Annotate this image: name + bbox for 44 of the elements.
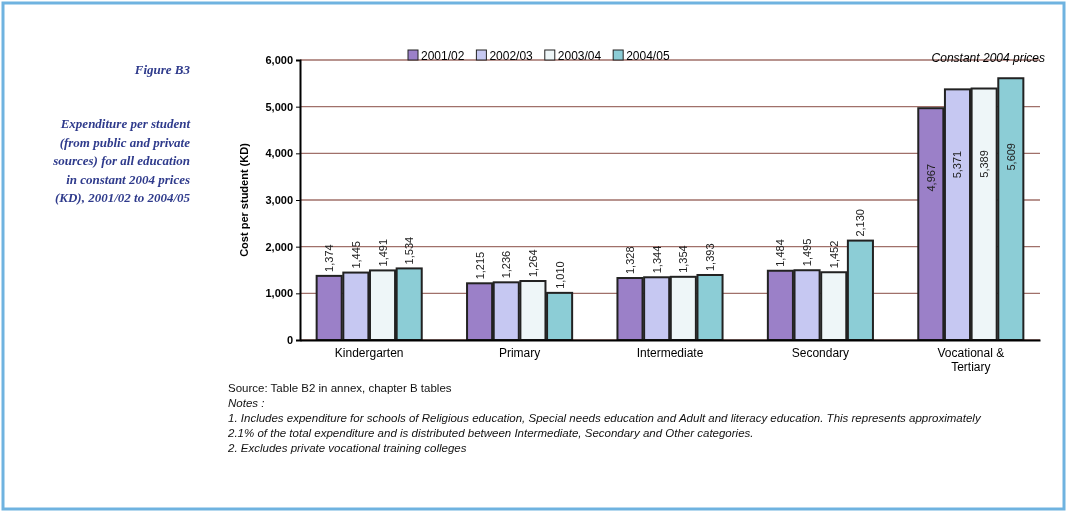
data-label: 1,452 (827, 240, 840, 269)
y-tick-label: 2,000 (265, 240, 293, 253)
text: 2. Excludes private vocational training colleges (227, 442, 467, 454)
data-label: 1,491 (376, 238, 389, 267)
data-label: 5,609 (1004, 143, 1017, 171)
data-label: 2,130 (854, 209, 867, 237)
data-label: 1,328 (623, 246, 636, 275)
data-label: 1,495 (801, 238, 814, 267)
data-label: 5,371 (951, 150, 964, 179)
x-tick-label: Kindergarten (334, 346, 404, 361)
legend-label: 2001/02 (421, 48, 465, 63)
y-tick-label: 0 (286, 334, 293, 347)
data-label: 1,354 (677, 245, 690, 273)
annotation: Constant 2004 prices (931, 51, 1045, 65)
data-label: 1,484 (774, 239, 787, 267)
y-tick-label: 6,000 (265, 54, 293, 67)
x-tick-label: Vocational & Tertiary (937, 346, 1005, 374)
y-tick-label: 5,000 (265, 100, 293, 113)
data-label: 1,236 (500, 250, 513, 279)
y-tick-label: 1,000 (265, 287, 293, 300)
text: Notes : (228, 397, 265, 409)
data-label: 1,344 (650, 245, 663, 274)
data-label: 1,534 (403, 236, 416, 265)
y-tick-label: 4,000 (265, 147, 293, 160)
y-tick-label: 3,000 (265, 194, 293, 207)
data-label: 1,374 (323, 244, 336, 272)
legend-label: 2002/03 (489, 48, 534, 63)
legend-label: 2003/04 (557, 48, 602, 63)
text: Expenditure per student (from public and private sources) for all education in constant 2004 prices (KD), 2001/02 to 2004/05 (52, 116, 191, 205)
x-tick-label: Intermediate (636, 346, 704, 361)
x-tick-label: Secondary (791, 346, 850, 361)
data-label: 1,393 (704, 243, 717, 271)
data-label: 4,967 (924, 163, 937, 192)
data-label: 1,264 (526, 249, 539, 278)
data-label: 1,215 (473, 251, 486, 280)
x-tick-label: Primary (498, 346, 541, 361)
legend-label: 2004/05 (626, 48, 670, 63)
y-axis-title: Cost per student (KD) (238, 142, 250, 257)
data-label: 1,445 (349, 241, 362, 269)
text: 1. Includes expenditure for schools of Religious education, Special needs education and Adult and literacy education. This represents approximately 2.1% of the total expenditure and is distributed between Intermediate, Secondary and Other categories. (227, 412, 982, 439)
data-label: 1,010 (553, 261, 566, 289)
text: Figure B3 (133, 62, 191, 77)
source-note: Source: Table B2 in annex, chapter B tables (228, 382, 452, 394)
data-label: 5,389 (978, 150, 991, 178)
